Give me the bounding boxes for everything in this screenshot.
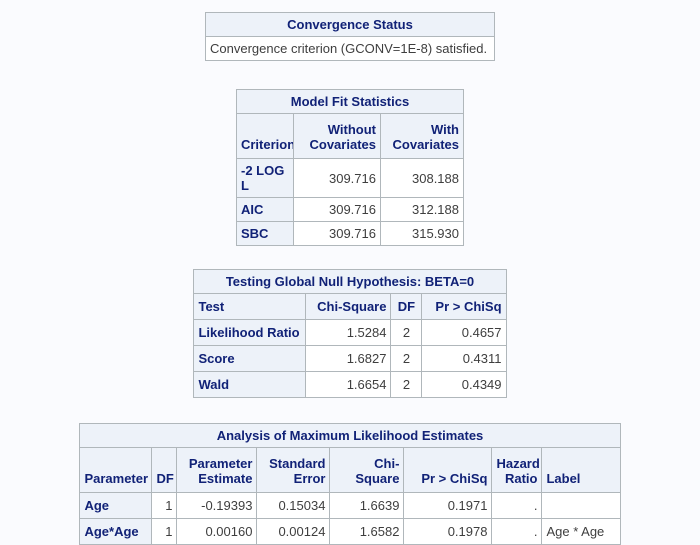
cell-wald-df: 2 [390, 371, 423, 398]
cell-ageage-hazard: . [491, 518, 543, 545]
cell-sbc-without: 309.716 [292, 221, 381, 246]
cell-2logl-without: 309.716 [292, 158, 381, 198]
col-header-chisquare: Chi-Square [305, 293, 392, 320]
mle-title: Analysis of Maximum Likelihood Estimates [79, 423, 621, 448]
convergence-status-table: Convergence Status Convergence criterion… [205, 12, 495, 61]
cell-ageage-df: 1 [151, 518, 178, 545]
cell-age-label [541, 492, 621, 519]
row-header-aic: AIC [235, 197, 294, 222]
cell-age-df: 1 [151, 492, 178, 519]
table-row: Likelihood Ratio 1.5284 2 0.4657 [193, 319, 507, 346]
cell-aic-with: 312.188 [379, 197, 465, 222]
convergence-status-title: Convergence Status [205, 12, 495, 37]
model-fit-title: Model Fit Statistics [235, 89, 465, 114]
table-row: Score 1.6827 2 0.4311 [193, 345, 507, 372]
cell-ageage-estimate: 0.00160 [176, 518, 258, 545]
cell-age-estimate: -0.19393 [176, 492, 258, 519]
table-row: SBC 309.716 315.930 [235, 221, 465, 246]
model-fit-statistics-table: Model Fit Statistics Criterion Without C… [235, 89, 465, 246]
row-header-wald: Wald [193, 371, 307, 398]
table-row: Age*Age 1 0.00160 0.00124 1.6582 0.1978 … [79, 518, 621, 545]
mle-estimates-table: Analysis of Maximum Likelihood Estimates… [79, 423, 621, 545]
col-header-criterion: Criterion [235, 113, 294, 159]
row-header-ageage: Age*Age [79, 518, 153, 545]
cell-age-pr: 0.1971 [403, 492, 493, 519]
row-header-score: Score [193, 345, 307, 372]
cell-score-df: 2 [390, 345, 423, 372]
cell-aic-without: 309.716 [292, 197, 381, 222]
cell-wald-pr: 0.4349 [421, 371, 507, 398]
cell-age-chisquare: 1.6639 [329, 492, 405, 519]
col-header-hazard-ratio: Hazard Ratio [491, 447, 543, 493]
cell-ageage-pr: 0.1978 [403, 518, 493, 545]
cell-ageage-stderr: 0.00124 [256, 518, 331, 545]
col-header-chisquare: Chi-Square [329, 447, 405, 493]
cell-lr-chisquare: 1.5284 [305, 319, 392, 346]
cell-wald-chisquare: 1.6654 [305, 371, 392, 398]
table-row: Age 1 -0.19393 0.15034 1.6639 0.1971 . [79, 492, 621, 519]
col-header-label: Label [541, 447, 621, 493]
row-header-2logl: -2 LOG L [235, 158, 294, 198]
table-row: -2 LOG L 309.716 308.188 [235, 158, 465, 198]
col-header-df: DF [390, 293, 423, 320]
col-header-standard-error: Standard Error [256, 447, 331, 493]
table-row: Wald 1.6654 2 0.4349 [193, 371, 507, 398]
cell-sbc-with: 315.930 [379, 221, 465, 246]
row-header-sbc: SBC [235, 221, 294, 246]
col-header-with-covariates: With Covariates [379, 113, 465, 159]
col-header-parameter: Parameter [79, 447, 153, 493]
cell-score-chisquare: 1.6827 [305, 345, 392, 372]
table-row: AIC 309.716 312.188 [235, 197, 465, 222]
cell-ageage-label: Age * Age [541, 518, 621, 545]
cell-lr-df: 2 [390, 319, 423, 346]
col-header-df: DF [151, 447, 178, 493]
cell-2logl-with: 308.188 [379, 158, 465, 198]
cell-ageage-chisquare: 1.6582 [329, 518, 405, 545]
col-header-without-covariates: Without Covariates [292, 113, 381, 159]
col-header-pr-chisq: Pr > ChiSq [403, 447, 493, 493]
cell-age-hazard: . [491, 492, 543, 519]
global-null-title: Testing Global Null Hypothesis: BETA=0 [193, 269, 507, 294]
col-header-test: Test [193, 293, 307, 320]
global-null-hypothesis-table: Testing Global Null Hypothesis: BETA=0 T… [193, 269, 507, 398]
col-header-parameter-estimate: Parameter Estimate [176, 447, 258, 493]
convergence-message: Convergence criterion (GCONV=1E-8) satis… [205, 36, 495, 61]
col-header-pr-chisq: Pr > ChiSq [421, 293, 507, 320]
row-header-age: Age [79, 492, 153, 519]
cell-lr-pr: 0.4657 [421, 319, 507, 346]
cell-age-stderr: 0.15034 [256, 492, 331, 519]
row-header-likelihood-ratio: Likelihood Ratio [193, 319, 307, 346]
cell-score-pr: 0.4311 [421, 345, 507, 372]
